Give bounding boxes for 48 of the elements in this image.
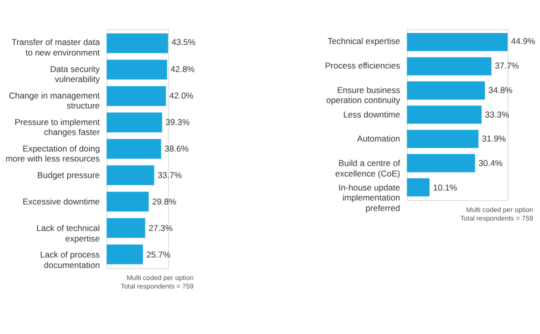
data-label: 42.8% [170, 64, 196, 74]
bar [406, 81, 485, 100]
category-label: Ensure business operation continuity [326, 84, 400, 106]
category-label: Lack of technical expertise [36, 223, 100, 244]
bar [106, 138, 162, 159]
bar [106, 86, 166, 106]
data-label: 34.8% [488, 84, 513, 95]
bar [106, 112, 162, 132]
data-label: 27.3% [148, 223, 174, 234]
data-label: 39.3% [166, 116, 190, 127]
bar [106, 244, 143, 264]
data-label: 33.7% [158, 170, 182, 180]
bar [406, 57, 492, 76]
bar [406, 106, 482, 124]
bar [106, 60, 168, 80]
bar [106, 165, 154, 186]
category-label: In-house update implementation preferred [338, 182, 400, 213]
data-label: 25.7% [146, 250, 171, 260]
bar [406, 33, 508, 52]
category-label: Pressure to implement changes faster [14, 116, 100, 138]
data-label: 30.4% [478, 158, 504, 168]
category-label: Automation [357, 134, 400, 144]
category-label: Build a centre of excellence (CoE) [335, 158, 400, 178]
data-label: 10.1% [432, 182, 458, 192]
bar [406, 178, 430, 196]
category-label: Change in management structure [8, 90, 100, 111]
bar [106, 33, 168, 54]
category-label: Data security vulnerability [50, 64, 100, 84]
bar [406, 154, 476, 172]
category-label: Lack of process documentation [40, 250, 100, 270]
bar [106, 218, 146, 238]
data-label: 43.5% [171, 37, 196, 48]
category-label: Excessive downtime [22, 196, 100, 206]
data-label: 42.0% [169, 90, 194, 100]
data-label: 29.8% [152, 196, 177, 206]
category-label: Budget pressure [37, 170, 100, 180]
data-label: 31.9% [482, 134, 506, 144]
category-label: Process efficiencies [324, 60, 400, 71]
category-label: Less downtime [343, 109, 400, 120]
data-label: 44.9% [510, 36, 536, 46]
bar [106, 192, 149, 212]
data-label: 37.7% [494, 60, 520, 71]
category-label: Technical expertise [328, 36, 400, 46]
data-label: 38.6% [164, 143, 190, 154]
data-label: 33.3% [484, 109, 510, 120]
category-label: Transfer of master data to new environment [12, 37, 100, 58]
category-label: Expectation of doing more with less resources [6, 143, 100, 164]
bar [406, 130, 478, 148]
